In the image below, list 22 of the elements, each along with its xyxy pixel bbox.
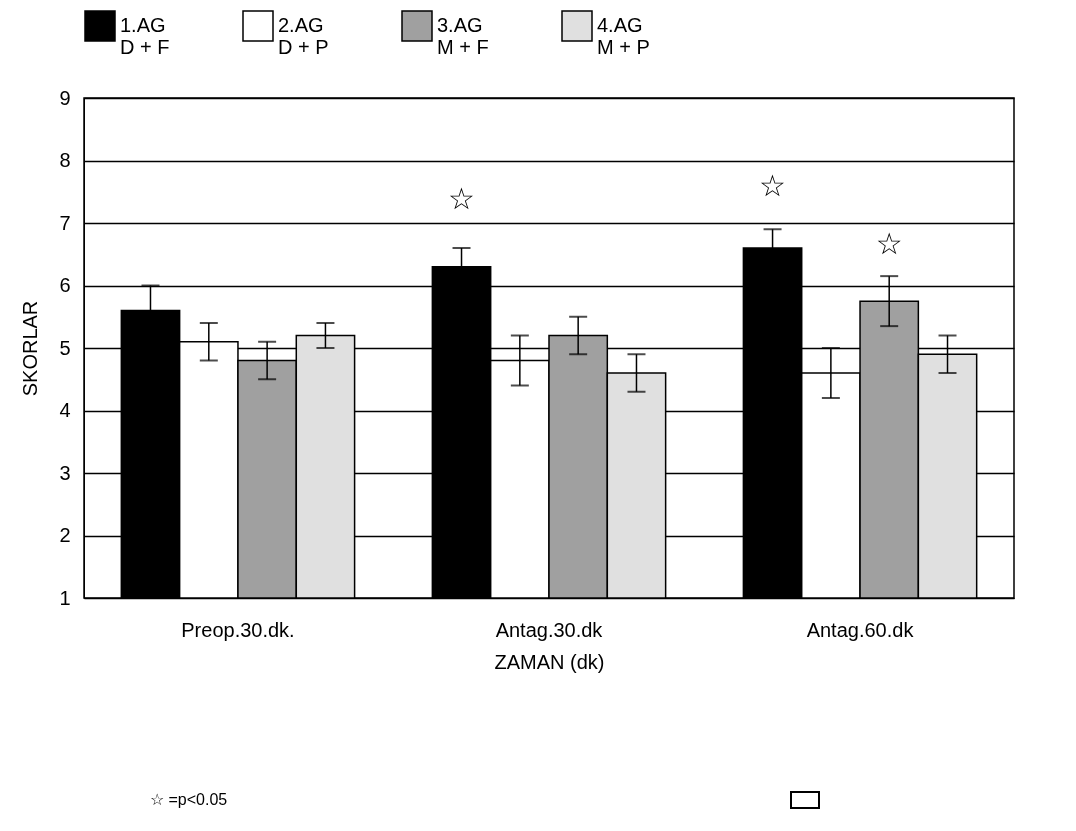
y-tick-label: 9	[59, 86, 71, 109]
legend-label: 1.AG D + F	[120, 14, 170, 58]
y-tick-label: 6	[59, 274, 71, 296]
y-tick-label: 8	[59, 149, 71, 171]
x-tick-label: Preop.30.dk.	[181, 618, 295, 641]
x-axis-title: ZAMAN (dk)	[494, 650, 605, 673]
x-tick-label: Antag.30.dk	[495, 618, 604, 641]
y-tick-label: 3	[59, 461, 71, 484]
y-tick-label: 5	[59, 336, 71, 359]
y-tick-label: 2	[59, 524, 71, 546]
y-axis-title: SKORLAR	[19, 300, 42, 397]
annotation: ☆	[875, 226, 903, 262]
y-tick-label: 4	[59, 399, 71, 421]
x-tick-label: Antag.60.dk	[806, 618, 915, 641]
annotation: ☆	[448, 180, 475, 216]
text: ☆ =p<0.05	[150, 790, 228, 809]
legend-label: 2.AG D + P	[278, 14, 329, 58]
y-tick-label: 7	[59, 211, 71, 234]
annotation: ☆	[759, 168, 787, 203]
legend-label: 3.AG M + F	[437, 14, 489, 58]
legend-label: 4.AG M + P	[597, 14, 650, 58]
y-tick-label: 1	[59, 586, 71, 609]
